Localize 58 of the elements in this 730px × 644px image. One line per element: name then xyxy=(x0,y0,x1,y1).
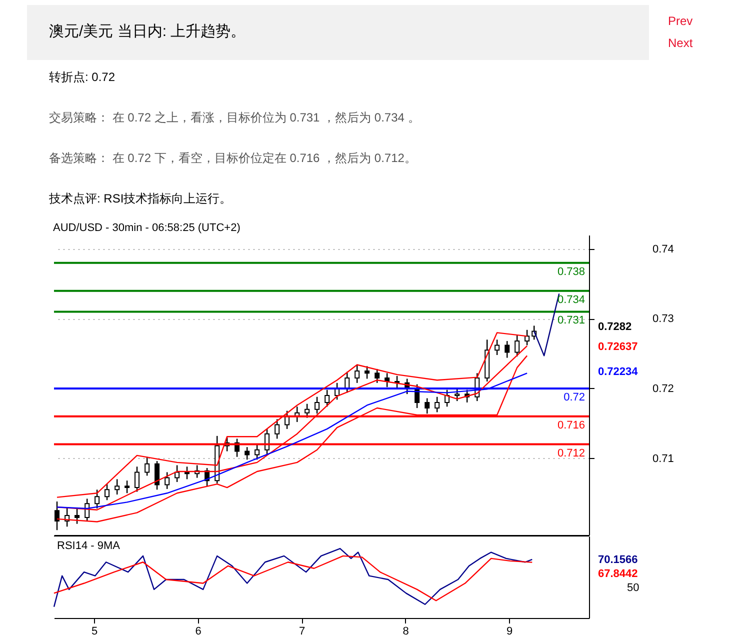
candlestick xyxy=(134,466,140,492)
y-tick-label: 0.71 xyxy=(652,452,674,465)
candlestick xyxy=(524,329,530,346)
text: 转折点: 0.72 xyxy=(49,70,116,84)
x-tick-label: 8 xyxy=(402,626,409,638)
text: 70.1566 xyxy=(598,554,638,566)
x-tick-label: 7 xyxy=(299,626,306,638)
candlestick xyxy=(454,388,460,402)
candlestick xyxy=(94,489,100,510)
candlestick xyxy=(504,340,510,358)
candlestick xyxy=(114,478,120,496)
text: 0.7282 xyxy=(598,321,632,333)
chart-subtitle: AUD/USD - 30min - 06:58:25 (UTC+2) xyxy=(53,222,240,234)
candlestick xyxy=(514,334,520,357)
candlestick xyxy=(354,364,360,384)
ref-line-label: 0.716 xyxy=(557,419,585,432)
candlestick xyxy=(144,456,150,476)
x-tick-label: 5 xyxy=(91,626,98,638)
chart-title: RSI14 - 9MA xyxy=(57,540,121,552)
candlestick xyxy=(54,500,60,531)
x-tick-label: 6 xyxy=(195,626,202,638)
text: Next xyxy=(668,36,694,50)
candlestick xyxy=(304,403,310,418)
x-tick-label: 9 xyxy=(506,626,513,638)
y-tick-label: 0.73 xyxy=(652,313,674,326)
text: 技术点评: RSI技术指标向上运行。 xyxy=(48,192,232,206)
candlestick xyxy=(314,396,320,414)
ref-line-label: 0.738 xyxy=(557,266,585,278)
text: Prev xyxy=(668,14,693,28)
candlestick xyxy=(434,396,440,413)
candlestick xyxy=(254,444,260,460)
y-tick-label: 0.72 xyxy=(652,382,674,395)
candlestick xyxy=(424,398,430,414)
candlestick xyxy=(494,339,500,356)
candlestick xyxy=(244,446,250,460)
candlestick xyxy=(184,466,190,480)
text: 交易策略： 在 0.72 之上，看涨，目标价位为 0.731 ，然后为 0.734 。 xyxy=(49,110,420,124)
candlestick xyxy=(374,368,380,384)
ref-line-label: 0.731 xyxy=(557,314,585,327)
candlestick xyxy=(74,508,80,524)
y-tick-label: 0.74 xyxy=(652,243,674,256)
candlestick xyxy=(324,389,330,408)
candlestick xyxy=(154,460,160,490)
text: 0.72234 xyxy=(598,366,639,378)
candlestick xyxy=(124,480,130,494)
ref-line-label: 0.72 xyxy=(564,391,585,404)
candlestick xyxy=(364,366,370,380)
text: 50 xyxy=(627,582,640,594)
text: 67.8442 xyxy=(598,568,638,580)
chart-title: 澳元/美元 当日内: 上升趋势。 xyxy=(49,23,246,40)
text: 0.72637 xyxy=(598,341,638,353)
candlestick xyxy=(104,483,110,501)
ref-line-label: 0.734 xyxy=(557,294,585,306)
ref-line-label: 0.712 xyxy=(557,447,585,460)
candlestick xyxy=(164,472,170,490)
candlestick xyxy=(274,418,280,440)
candlestick xyxy=(174,464,180,483)
text: 备选策略： 在 0.72 下，看空，目标价位定在 0.716 ，然后为 0.712。 xyxy=(49,151,416,165)
